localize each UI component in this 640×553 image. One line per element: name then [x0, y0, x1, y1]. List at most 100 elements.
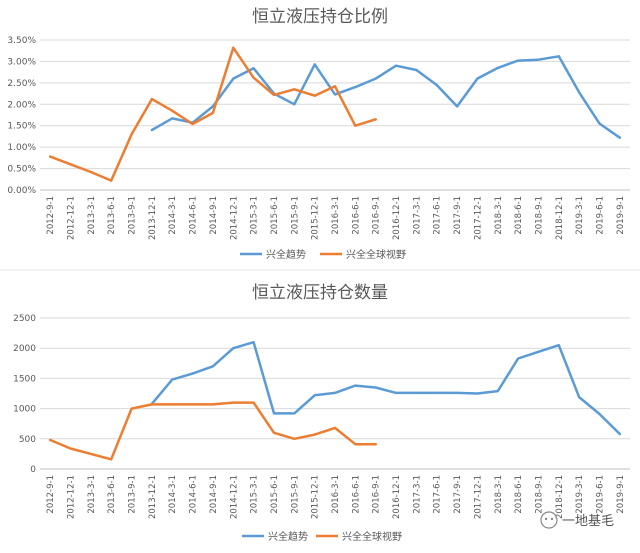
x-tick-label: 2013-6-1 [107, 475, 117, 514]
data-point [598, 122, 601, 125]
x-tick-label: 2013-3-1 [87, 196, 97, 235]
x-tick-label: 2016-12-1 [392, 196, 402, 240]
x-tick-label: 2017-9-1 [453, 196, 463, 235]
data-point [374, 77, 377, 80]
legend-label-b: 兴全全球视野 [346, 248, 406, 261]
data-point [273, 93, 275, 96]
data-point [130, 133, 133, 136]
data-point [517, 59, 520, 62]
x-tick-label: 2016-9-1 [372, 196, 382, 235]
x-tick-label: 2018-3-1 [494, 196, 504, 235]
data-point [232, 347, 235, 350]
x-tick-label: 2017-6-1 [433, 475, 443, 514]
x-tick-label: 2012-9-1 [46, 475, 56, 514]
x-tick-label: 2019-6-1 [595, 475, 605, 514]
data-point [496, 390, 499, 392]
series-line-b [48, 46, 377, 182]
data-point [435, 84, 438, 86]
data-point [313, 94, 316, 97]
y-tick-label: 2.00% [7, 100, 36, 110]
data-point [191, 403, 194, 406]
data-point [171, 403, 174, 406]
data-point [618, 433, 621, 435]
data-point [313, 63, 316, 66]
wechat-icon-dot [550, 517, 554, 521]
y-tick-label: 3.50% [7, 36, 36, 46]
data-point [537, 58, 540, 61]
x-tick-label: 2016-12-1 [392, 475, 402, 519]
x-tick-label: 2018-6-1 [514, 475, 524, 514]
data-point [557, 55, 560, 58]
data-point [456, 105, 458, 108]
watermark: 一地基毛 [540, 511, 614, 529]
x-tick-label: 2014-9-1 [209, 196, 219, 235]
legend-label-a: 兴全趋势 [266, 248, 306, 261]
x-tick-label: 2015-6-1 [270, 196, 280, 235]
data-point [212, 403, 214, 406]
grid [40, 39, 630, 191]
x-tick-label: 2019-9-1 [616, 196, 626, 235]
data-point [171, 117, 174, 120]
data-point [150, 403, 153, 406]
x-tick-label: 2017-3-1 [412, 196, 422, 235]
x-tick-label: 2014-3-1 [168, 475, 178, 514]
x-tick-label: 2019-3-1 [575, 475, 585, 514]
grid [40, 317, 630, 470]
x-tick-label: 2018-9-1 [534, 475, 544, 514]
data-point [354, 86, 357, 89]
legend-label-a: 兴全趋势 [268, 530, 308, 543]
data-point [476, 77, 479, 80]
y-tick-label: 1.50% [7, 122, 36, 132]
data-point [293, 412, 296, 415]
data-point [171, 109, 174, 112]
data-point [171, 378, 174, 381]
data-point [252, 401, 255, 404]
legend: 兴全趋势 兴全全球视野 [242, 530, 402, 543]
x-tick-label: 2012-9-1 [46, 196, 56, 235]
data-point [354, 443, 357, 446]
data-point [334, 93, 336, 96]
x-tick-label: 2017-6-1 [433, 196, 443, 235]
data-point [598, 413, 601, 415]
data-point [252, 76, 255, 79]
data-point [578, 91, 581, 94]
x-tick-label: 2013-12-1 [148, 196, 158, 240]
x-tick-label: 2013-6-1 [107, 196, 117, 235]
x-tick-label: 2017-9-1 [453, 475, 463, 514]
data-point [212, 111, 214, 114]
data-point [395, 391, 397, 394]
x-tick-label: 2015-12-1 [311, 475, 321, 519]
data-point [374, 118, 377, 121]
y-tick-label: 0 [30, 465, 36, 475]
data-point [293, 103, 296, 106]
data-point [232, 77, 235, 80]
data-point [334, 391, 336, 394]
x-tick-label: 2014-9-1 [209, 475, 219, 514]
y-tick-label: 2500 [13, 314, 36, 324]
data-point [313, 394, 316, 397]
y-tick-label: 0.00% [7, 186, 36, 196]
series-line-b [48, 401, 377, 461]
x-tick-label: 2019-3-1 [575, 196, 585, 235]
x-tick-label: 2019-9-1 [616, 475, 626, 514]
x-tick-label: 2016-3-1 [331, 196, 341, 235]
x-tick-label: 2013-9-1 [128, 196, 138, 235]
data-point [395, 64, 397, 67]
y-axis-ticks: 0.00% 0.50% 1.00% 1.50% 2.00% 2.50% 3.00% 3.50% [7, 36, 36, 196]
y-tick-label: 1500 [13, 374, 36, 384]
x-tick-label: 2018-12-1 [555, 196, 565, 240]
data-point [496, 66, 499, 69]
x-tick-label: 2015-3-1 [250, 475, 260, 514]
chart-title: 恒立液压持仓数量 [252, 283, 388, 303]
x-tick-label: 2018-12-1 [555, 475, 565, 519]
x-tick-label: 2016-9-1 [372, 475, 382, 514]
x-tick-label: 2017-12-1 [473, 475, 483, 519]
data-point [354, 124, 357, 127]
data-point [212, 105, 214, 108]
y-tick-label: 2.50% [7, 79, 36, 89]
x-tick-label: 2015-6-1 [270, 475, 280, 514]
y-tick-label: 0.50% [7, 165, 36, 175]
chart-title: 恒立液压持仓比例 [252, 7, 388, 27]
